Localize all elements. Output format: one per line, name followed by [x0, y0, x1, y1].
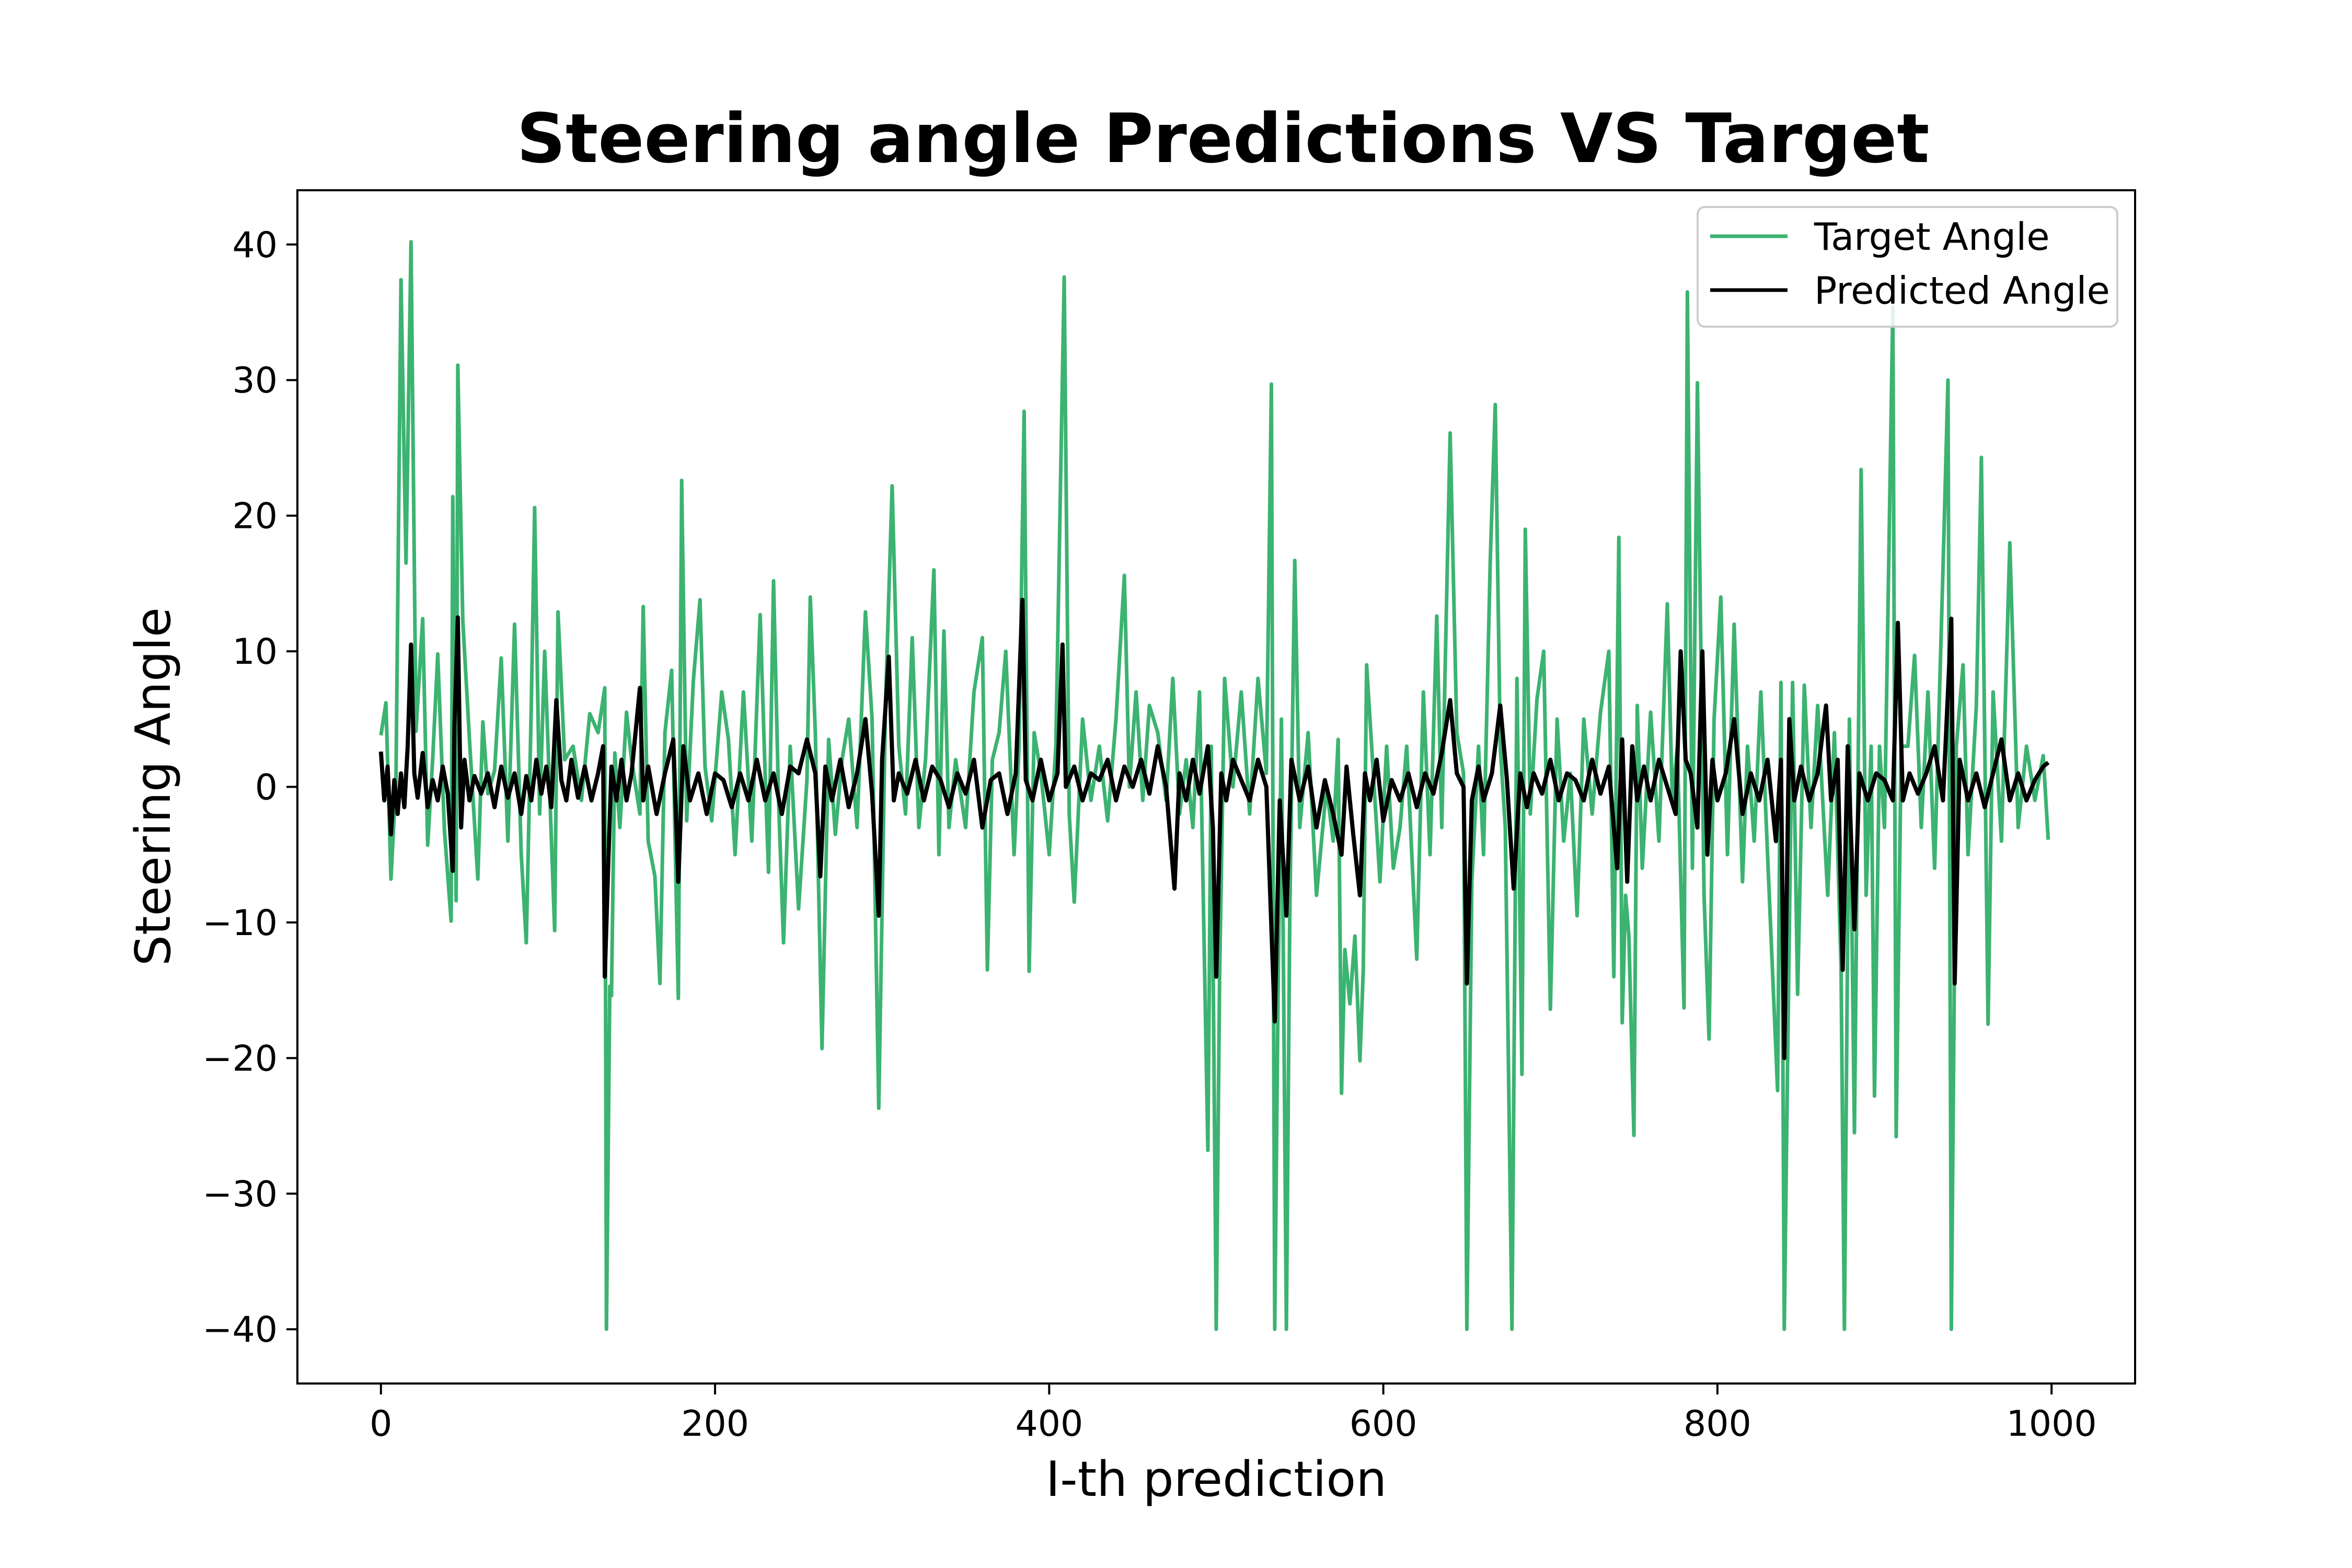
- y-tick-label: 20: [232, 496, 278, 537]
- y-tick-label: −20: [202, 1038, 278, 1079]
- y-tick-label: 10: [232, 631, 278, 673]
- x-tick-label: 400: [1015, 1403, 1083, 1445]
- chart-title: Steering angle Predictions VS Target: [516, 99, 1929, 178]
- y-tick-label: −10: [202, 903, 278, 944]
- series-line-predicted-angle: [378, 597, 2050, 1060]
- y-tick-label: 40: [232, 225, 278, 266]
- x-tick-label: 0: [370, 1403, 392, 1445]
- y-tick-label: −40: [202, 1309, 278, 1351]
- x-axis-label: I-th prediction: [1046, 1451, 1387, 1507]
- y-tick-label: −30: [202, 1174, 278, 1215]
- x-tick-label: 200: [681, 1403, 749, 1445]
- legend-box: [1697, 206, 2118, 328]
- plot-lines: [378, 240, 2050, 1331]
- legend-label-target: Target Angle: [1814, 215, 2050, 259]
- legend-label-predicted: Predicted Angle: [1814, 269, 2110, 313]
- x-tick-label: 1000: [2007, 1403, 2097, 1445]
- plot-frame: [296, 189, 2136, 1385]
- y-axis-label: Steering Angle: [125, 607, 181, 966]
- y-tick-label: 30: [232, 360, 278, 401]
- x-tick-label: 600: [1350, 1403, 1417, 1445]
- y-tick-label: 0: [255, 767, 278, 809]
- legend: Target Angle Predicted Angle: [1697, 206, 2118, 328]
- x-tick-label: 800: [1684, 1403, 1751, 1445]
- axis-ticks: 0 200 400 600 800 1000 −40 −30 −20 −10 0 10 20 30 40: [202, 225, 2096, 1445]
- series-line-target-angle: [379, 240, 2050, 1331]
